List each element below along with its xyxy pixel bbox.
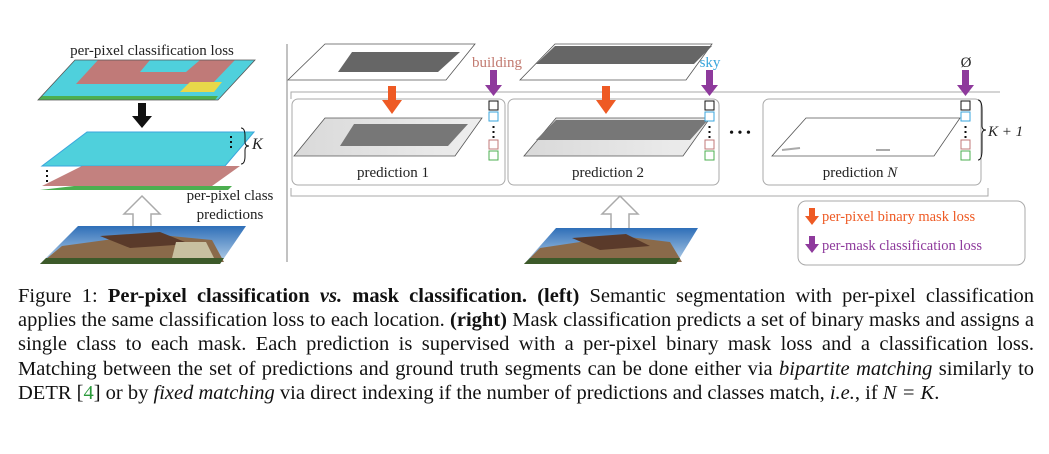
class-label-no-object: Ø [961, 55, 972, 71]
figure-label: Figure 1: [18, 285, 108, 307]
k-plus-one-label: K + 1 [987, 124, 1023, 140]
right-tag: (right) [450, 309, 507, 332]
up-arrow-icon [600, 194, 640, 233]
legend: per-pixel binary mask loss per-mask clas… [797, 200, 1026, 266]
class-loss-legend-icon [805, 236, 819, 253]
prediction-n-label: prediction [823, 165, 888, 181]
predicted-mask-2 [523, 117, 711, 157]
left-tag: (left) [537, 285, 580, 307]
k-plus-one-brace [977, 99, 987, 161]
input-image [524, 228, 698, 264]
mask-loss-legend-label: per-pixel binary mask loss [822, 209, 975, 225]
fixed-term: fixed matching [153, 381, 275, 404]
k-label: K [251, 136, 264, 153]
mask-loss-legend-icon [805, 208, 819, 225]
class-loss-arrow-icon [701, 70, 718, 96]
gt-mask-building [287, 43, 476, 81]
class-column-2 [704, 100, 715, 161]
down-arrow-icon [132, 103, 152, 128]
class-loss-arrow-icon [957, 70, 974, 96]
bottom-bracket [290, 188, 989, 197]
top-bracket [290, 91, 1000, 99]
class-label-building: building [472, 55, 523, 71]
citation-link[interactable]: 4 [83, 381, 94, 404]
segmentation-map [37, 59, 256, 101]
caption-title: Per-pixel classification vs. mask classi… [107, 285, 528, 307]
bipartite-term: bipartite matching [779, 357, 933, 380]
left-panel [37, 59, 256, 264]
class-column-1 [488, 100, 499, 161]
class-loss-legend-label: per-mask classification loss [822, 238, 982, 254]
figure-diagram: per-pixel classification loss K per-pixe… [37, 43, 1026, 266]
prediction-1-label: prediction 1 [357, 165, 429, 181]
class-column-n [960, 100, 971, 161]
left-text: Semantic segmentation with per-pixel cla… [18, 285, 1035, 332]
input-image [40, 226, 246, 264]
predicted-mask-n [771, 117, 961, 157]
predictions-label: predictions [197, 207, 264, 223]
right-text: Mask classification predicts a set of bi… [18, 309, 1034, 380]
svg-text:prediction N: prediction N [823, 165, 899, 181]
per-pixel-class-label: per-pixel class [187, 188, 274, 204]
gt-mask-sky [519, 43, 713, 81]
class-layer-stack [40, 127, 256, 190]
class-loss-arrow-icon [485, 70, 502, 96]
prediction-n-symbol: N [886, 165, 898, 181]
class-label-sky: sky [700, 55, 721, 71]
figure-caption: Figure 1: Per-pixel classification vs. m… [18, 285, 1035, 404]
equation: N = K [882, 381, 935, 404]
prediction-2-label: prediction 2 [572, 165, 644, 181]
mask-loss-arrow-icon [382, 86, 402, 114]
ellipsis: • • • [729, 126, 751, 141]
figure-1: per-pixel classification loss K per-pixe… [37, 43, 1026, 266]
per-pixel-loss-label: per-pixel classification loss [70, 43, 234, 59]
mask-loss-arrow-icon [596, 86, 616, 114]
predicted-mask-1 [293, 117, 483, 157]
